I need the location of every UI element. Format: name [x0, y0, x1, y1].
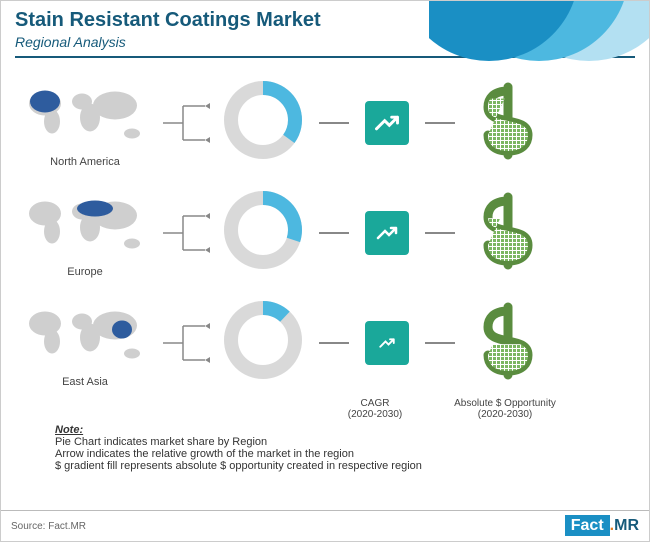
- branch-connector-icon: [163, 88, 213, 158]
- cagr-indicator: [357, 101, 417, 145]
- cagr-label: CAGR: [315, 398, 435, 409]
- branch-connector-icon: [163, 308, 213, 378]
- cagr-indicator: [357, 211, 417, 255]
- factmr-logo: Fact.MR: [565, 517, 639, 535]
- page-subtitle: Regional Analysis: [15, 34, 649, 50]
- region-label: Europe: [15, 266, 155, 278]
- dollar-opportunity-icon: [463, 301, 553, 386]
- cagr-period: (2020-2030): [315, 409, 435, 420]
- header: Stain Resistant Coatings Market Regional…: [1, 1, 649, 50]
- note-block: Note: Pie Chart indicates market share b…: [15, 420, 635, 472]
- region-row: Europe: [15, 178, 635, 288]
- market-share-donut: [221, 188, 311, 278]
- market-share-donut: [221, 298, 311, 388]
- opportunity-period: (2020-2030): [435, 409, 575, 420]
- line-connector: [425, 122, 455, 124]
- cagr-indicator: [357, 321, 417, 365]
- line-connector: [425, 232, 455, 234]
- branch-connector-icon: [163, 198, 213, 268]
- note-line: Arrow indicates the relative growth of t…: [55, 448, 621, 460]
- region-label: East Asia: [15, 376, 155, 388]
- opportunity-label: Absolute $ Opportunity: [435, 398, 575, 409]
- column-labels: CAGR (2020-2030) Absolute $ Opportunity …: [15, 398, 635, 420]
- note-heading: Note:: [55, 424, 83, 436]
- line-connector: [319, 342, 349, 344]
- map-cell: East Asia: [15, 299, 155, 388]
- market-share-donut: [221, 78, 311, 168]
- line-connector: [319, 232, 349, 234]
- note-line: $ gradient fill represents absolute $ op…: [55, 460, 621, 472]
- map-cell: North America: [15, 79, 155, 168]
- note-line: Pie Chart indicates market share by Regi…: [55, 436, 621, 448]
- footer: Source: Fact.MR Fact.MR: [1, 510, 649, 541]
- page-title: Stain Resistant Coatings Market: [15, 9, 649, 32]
- dollar-opportunity-icon: [463, 81, 553, 166]
- region-row: East Asia: [15, 288, 635, 398]
- region-row: North America: [15, 68, 635, 178]
- region-label: North America: [15, 156, 155, 168]
- dollar-opportunity-icon: [463, 191, 553, 276]
- map-cell: Europe: [15, 189, 155, 278]
- line-connector: [425, 342, 455, 344]
- source-text: Source: Fact.MR: [11, 521, 86, 532]
- content-area: North America: [1, 58, 649, 472]
- line-connector: [319, 122, 349, 124]
